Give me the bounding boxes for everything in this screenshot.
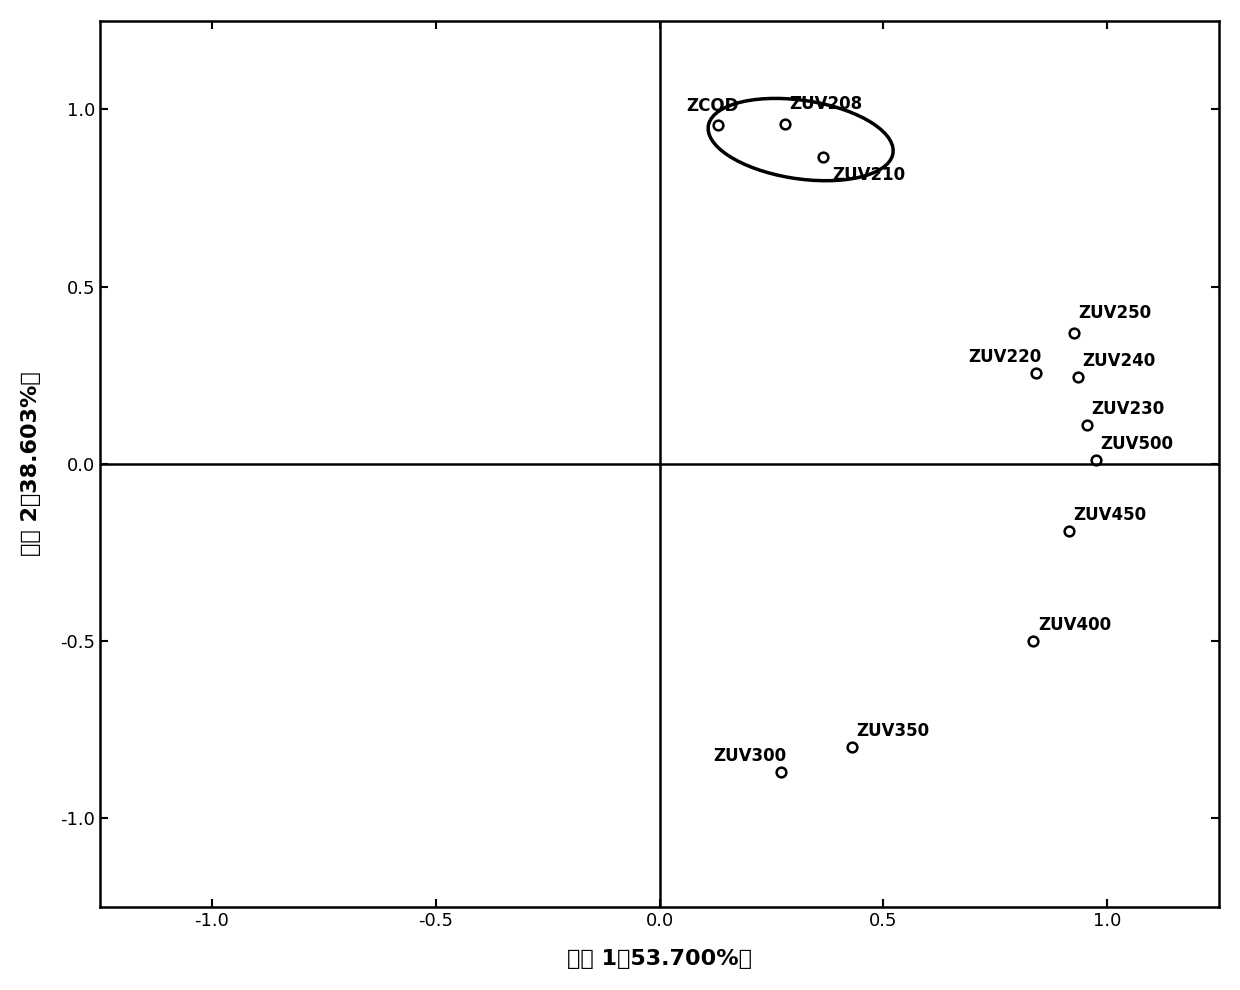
- Text: ZUV210: ZUV210: [832, 166, 905, 184]
- Text: ZUV208: ZUV208: [790, 95, 863, 113]
- Text: ZUV230: ZUV230: [1091, 400, 1164, 418]
- Text: ZUV400: ZUV400: [1038, 616, 1111, 634]
- X-axis label: 因子 1（53.700%）: 因子 1（53.700%）: [567, 949, 753, 969]
- Y-axis label: 因子 2（38.603%）: 因子 2（38.603%）: [21, 371, 41, 556]
- Text: ZUV500: ZUV500: [1101, 436, 1173, 453]
- Text: ZUV350: ZUV350: [857, 723, 930, 741]
- Text: ZUV240: ZUV240: [1083, 351, 1156, 370]
- Text: ZUV300: ZUV300: [713, 747, 786, 765]
- Text: ZUV450: ZUV450: [1074, 506, 1147, 524]
- Text: ZUV250: ZUV250: [1078, 304, 1151, 322]
- Text: ZCOD: ZCOD: [687, 97, 739, 115]
- Text: ZUV220: ZUV220: [968, 348, 1042, 366]
